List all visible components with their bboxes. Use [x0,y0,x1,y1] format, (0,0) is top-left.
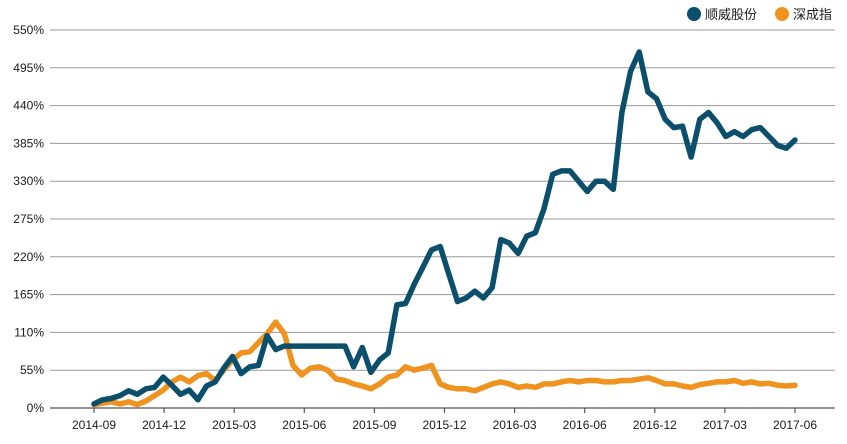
x-tick-label: 2016-12 [633,418,677,432]
y-tick-label: 165% [13,288,44,302]
x-tick-label: 2015-06 [282,418,326,432]
legend-label-szse: 深成指 [793,8,832,23]
y-axis-tick-labels: 0% 55% 110% 165% 220% 275% 330% 385% 440% 495% 550… [13,23,44,415]
x-tick-label: 2015-09 [352,418,396,432]
y-tick-label: 385% [13,136,44,150]
x-axis-tick-labels: 2014-09 2014-12 2015-03 2015-06 2015-09 2015-… [72,408,817,432]
x-tick-label: 2014-09 [72,418,116,432]
series-lines [91,49,798,408]
y-tick-label: 495% [13,61,44,75]
x-tick-label: 2015-12 [422,418,466,432]
y-tick-label: 275% [13,212,44,226]
legend: 顺威股份 深成指 [687,7,832,23]
y-tick-label: 110% [14,325,44,339]
x-tick-label: 2016-03 [493,418,537,432]
y-tick-label: 55% [20,363,44,377]
legend-swatch-shunwei-icon [687,7,701,21]
legend-swatch-szse-icon [775,7,789,21]
y-tick-label: 330% [13,174,44,188]
y-tick-label: 0% [27,401,45,415]
y-tick-label: 440% [13,99,44,113]
x-tick-label: 2017-03 [703,418,747,432]
x-tick-label: 2015-03 [212,418,256,432]
x-tick-label: 2017-06 [773,418,817,432]
y-tick-label: 220% [13,250,44,264]
gridlines [50,29,835,409]
y-tick-label: 550% [13,23,44,37]
series-line-shunwei [91,49,798,407]
legend-label-shunwei: 顺威股份 [705,8,757,23]
series-line-szse [91,319,798,408]
x-tick-label: 2016-06 [563,418,607,432]
x-tick-label: 2014-12 [142,418,186,432]
